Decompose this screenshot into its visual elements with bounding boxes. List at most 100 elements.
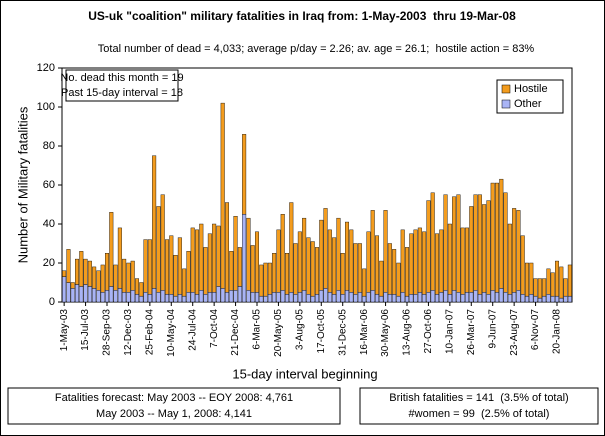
bar-segment: [482, 204, 487, 293]
bar-segment: [336, 217, 341, 291]
bar-segment: [507, 223, 512, 295]
bar-segment: [533, 278, 538, 297]
bar-segment: [194, 229, 199, 295]
x-tick-label: 27-Oct-06: [423, 309, 434, 354]
bar-segment: [567, 264, 572, 297]
x-tick-label: 26-Mar-07: [466, 309, 477, 356]
bar-segment: [516, 290, 521, 303]
bar-segment: [242, 214, 247, 303]
bar-segment: [477, 194, 482, 295]
bar-segment: [207, 233, 212, 293]
bar-segment: [272, 253, 277, 293]
bar-segment: [199, 223, 204, 291]
bar-segment: [542, 295, 547, 303]
bar-segment: [435, 294, 440, 303]
bar-segment: [525, 262, 530, 297]
x-tick-label: 20-Jan-08: [552, 309, 563, 354]
bar-segment: [173, 254, 178, 297]
bar-segment: [430, 192, 435, 291]
bar-segment: [490, 290, 495, 303]
bar-segment: [276, 229, 281, 293]
bar-segment: [169, 235, 174, 295]
bar-segment: [319, 290, 324, 303]
bar-segment: [366, 231, 371, 293]
bar-segment: [246, 217, 251, 291]
bar-segment: [70, 288, 75, 303]
bar-segment: [254, 292, 259, 303]
bar-segment: [70, 282, 75, 289]
bar-segment: [422, 231, 427, 295]
bar-segment: [503, 292, 508, 303]
bar-segment: [520, 235, 525, 295]
y-tick-label: 0: [49, 296, 55, 308]
bar-segment: [267, 294, 272, 303]
y-tick-label: 60: [43, 179, 55, 191]
bar-segment: [160, 194, 165, 291]
x-tick-label: 10-May-04: [166, 309, 177, 357]
bar-segment: [160, 290, 165, 303]
bar-segment: [477, 294, 482, 303]
bar-segment: [460, 294, 465, 303]
bar-segment: [122, 292, 127, 303]
bar-segment: [443, 290, 448, 303]
bar-segment: [143, 292, 148, 303]
bar-segment: [289, 292, 294, 303]
x-tick-label: 28-Sep-03: [102, 309, 113, 356]
bar-segment: [199, 290, 204, 303]
bar-segment: [104, 253, 109, 291]
bar-segment: [74, 284, 79, 303]
bar-segment: [525, 295, 530, 303]
bar-segment: [456, 194, 461, 293]
bar-segment: [62, 270, 67, 277]
bar-segment: [447, 294, 452, 303]
bar-segment: [96, 270, 101, 291]
bar-segment: [79, 251, 84, 287]
bar-segment: [443, 194, 448, 291]
bar-segment: [293, 294, 298, 303]
bar-segment: [272, 292, 277, 303]
bar-segment: [289, 202, 294, 293]
bar-segment: [529, 262, 534, 295]
bar-segment: [563, 278, 568, 297]
bar-segment: [375, 235, 380, 295]
bar-segment: [156, 292, 161, 303]
bar-segment: [164, 239, 169, 295]
bar-segment: [130, 290, 135, 303]
bar-segment: [259, 295, 264, 303]
bar-segment: [267, 262, 272, 295]
annotation: Past 15-day interval = 18: [61, 87, 183, 99]
x-axis-label: 15-day interval beginning: [232, 366, 377, 381]
bar-segment: [555, 260, 560, 297]
bar-segment: [104, 290, 109, 303]
bar-segment: [233, 290, 238, 303]
bar-segment: [345, 221, 350, 291]
bar-segment: [533, 295, 538, 303]
bar-segment: [499, 288, 504, 303]
bar-segment: [139, 295, 144, 303]
bar-segment: [220, 288, 225, 303]
bar-segment: [362, 295, 367, 303]
bar-segment: [383, 210, 388, 293]
footer-text: #women = 99 (2.5% of total): [409, 408, 550, 420]
bar-segment: [409, 294, 414, 303]
bar-segment: [117, 288, 122, 303]
chart-title: US-uk "coalition" military fatalities in…: [88, 9, 516, 23]
footer-box: [359, 387, 599, 425]
bar-segment: [563, 295, 568, 303]
y-tick-label: 80: [43, 140, 55, 152]
x-tick-label: 25-Feb-04: [144, 309, 155, 356]
bar-segment: [546, 294, 551, 303]
legend-swatch: [501, 99, 511, 109]
bar-segment: [550, 272, 555, 297]
x-tick-label: 24-Jul-04: [187, 309, 198, 351]
bar-segment: [310, 295, 315, 303]
bar-segment: [100, 264, 105, 293]
bar-segment: [216, 225, 221, 287]
bar-segment: [473, 194, 478, 291]
bar-segment: [327, 229, 332, 293]
y-tick-label: 20: [43, 257, 55, 269]
bar-segment: [426, 292, 431, 303]
x-tick-label: 13-Aug-06: [402, 309, 413, 356]
bar-segment: [280, 214, 285, 291]
